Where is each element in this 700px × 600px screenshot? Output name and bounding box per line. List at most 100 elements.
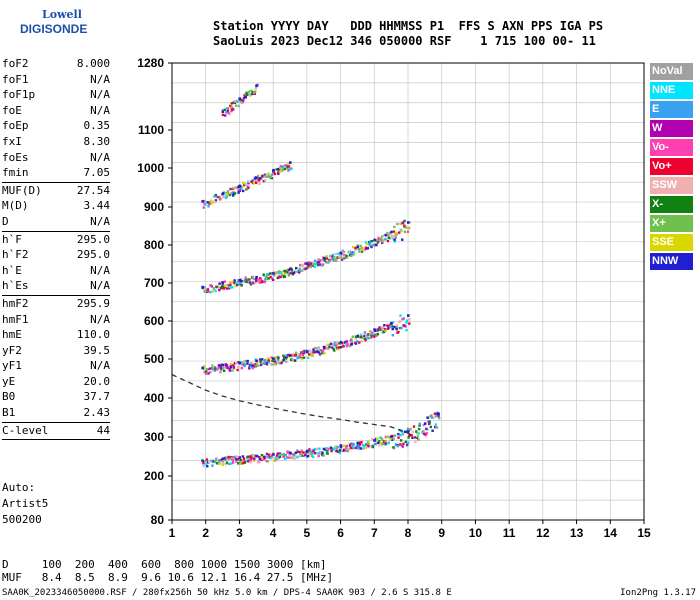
- param-value: 7.05: [83, 166, 111, 180]
- echo-point: [399, 314, 402, 317]
- echo-point: [296, 356, 299, 360]
- echo-point: [331, 253, 335, 256]
- echo-point: [350, 442, 353, 446]
- echo-point: [427, 422, 431, 426]
- echo-point: [274, 168, 278, 171]
- echo-point: [306, 265, 309, 268]
- echo-point: [221, 110, 225, 113]
- echo-point: [259, 277, 262, 280]
- echo-point: [255, 275, 258, 279]
- echo-point: [266, 273, 269, 276]
- echo-point: [258, 281, 261, 284]
- echo-point: [334, 445, 338, 448]
- param-name: yE: [2, 374, 16, 388]
- echo-point: [393, 225, 396, 229]
- echo-point: [225, 287, 229, 290]
- echo-point: [309, 452, 312, 455]
- echo-point: [369, 330, 372, 333]
- echo-point: [289, 267, 292, 271]
- echo-point: [403, 219, 406, 223]
- echo-point: [311, 455, 315, 459]
- muf-row: MUF 8.4 8.5 8.9 9.6 10.6 12.1 16.4 27.5 …: [2, 571, 334, 584]
- echo-point: [364, 241, 368, 244]
- echo-point: [352, 446, 355, 449]
- echo-point: [255, 179, 259, 182]
- echo-point: [393, 434, 397, 437]
- echo-point: [249, 283, 253, 286]
- echo-point: [289, 271, 292, 275]
- echo-point: [343, 256, 346, 260]
- echo-point: [293, 359, 297, 362]
- echo-point: [221, 366, 225, 370]
- echo-point: [375, 439, 378, 443]
- echo-point: [307, 261, 311, 264]
- param-separator: [2, 181, 110, 183]
- echo-point: [406, 427, 410, 431]
- echo-point: [315, 447, 319, 451]
- echo-point: [437, 416, 441, 420]
- echo-point: [435, 413, 439, 417]
- echo-point: [384, 328, 387, 331]
- echo-point: [225, 111, 228, 114]
- param-name: MUF(D): [2, 183, 42, 197]
- echo-point: [405, 319, 408, 323]
- echo-point: [358, 443, 362, 446]
- echo-point: [378, 440, 381, 443]
- param-value: N/A: [90, 263, 110, 277]
- echo-point: [263, 456, 267, 460]
- param-row: foE N/A: [2, 103, 110, 119]
- echo-point: [288, 453, 291, 457]
- echo-point: [246, 359, 249, 363]
- echo-point: [352, 251, 356, 254]
- echo-point: [228, 369, 232, 372]
- param-name: B1: [2, 406, 16, 420]
- param-value: 3.44: [83, 199, 111, 213]
- echo-point: [329, 254, 332, 258]
- echo-point: [359, 244, 362, 247]
- echo-point: [371, 331, 374, 335]
- echo-point: [381, 328, 385, 331]
- echo-point: [271, 278, 275, 281]
- echo-point: [361, 336, 364, 339]
- echo-point: [280, 453, 284, 456]
- echo-point: [241, 455, 245, 458]
- echo-point: [201, 285, 204, 289]
- echo-point: [224, 462, 228, 466]
- echo-point: [387, 326, 390, 329]
- echo-point: [234, 457, 238, 461]
- echo-point: [223, 285, 226, 289]
- echo-point: [360, 246, 364, 250]
- echo-point: [337, 252, 340, 255]
- echo-point: [319, 259, 322, 262]
- echo-point: [280, 273, 284, 276]
- echo-point: [335, 259, 338, 262]
- echo-point: [351, 335, 354, 338]
- echo-point: [318, 263, 322, 266]
- echo-point: [370, 239, 373, 243]
- echo-point: [428, 415, 432, 418]
- echo-point: [237, 104, 241, 108]
- echo-point: [287, 456, 290, 460]
- echo-point: [243, 361, 246, 364]
- echo-point: [416, 432, 419, 435]
- param-value: 44: [96, 423, 110, 437]
- echo-point: [234, 186, 238, 189]
- echo-point: [201, 459, 204, 462]
- echo-point: [265, 363, 269, 366]
- echo-point: [243, 279, 247, 283]
- echo-point: [206, 465, 209, 468]
- echo-point: [328, 259, 331, 263]
- echo-point: [236, 458, 240, 461]
- echo-point: [221, 457, 225, 461]
- echo-point: [363, 444, 366, 448]
- param-value: 0.35: [83, 119, 111, 133]
- echo-point: [367, 440, 370, 444]
- echo-point: [283, 457, 287, 461]
- echo-point: [277, 172, 280, 176]
- legend-item: SSE: [650, 234, 693, 251]
- param-value: N/A: [90, 88, 110, 102]
- echo-point: [391, 327, 395, 331]
- y-tick-label: 80: [151, 513, 165, 527]
- echo-point: [220, 368, 223, 371]
- echo-point: [240, 283, 243, 287]
